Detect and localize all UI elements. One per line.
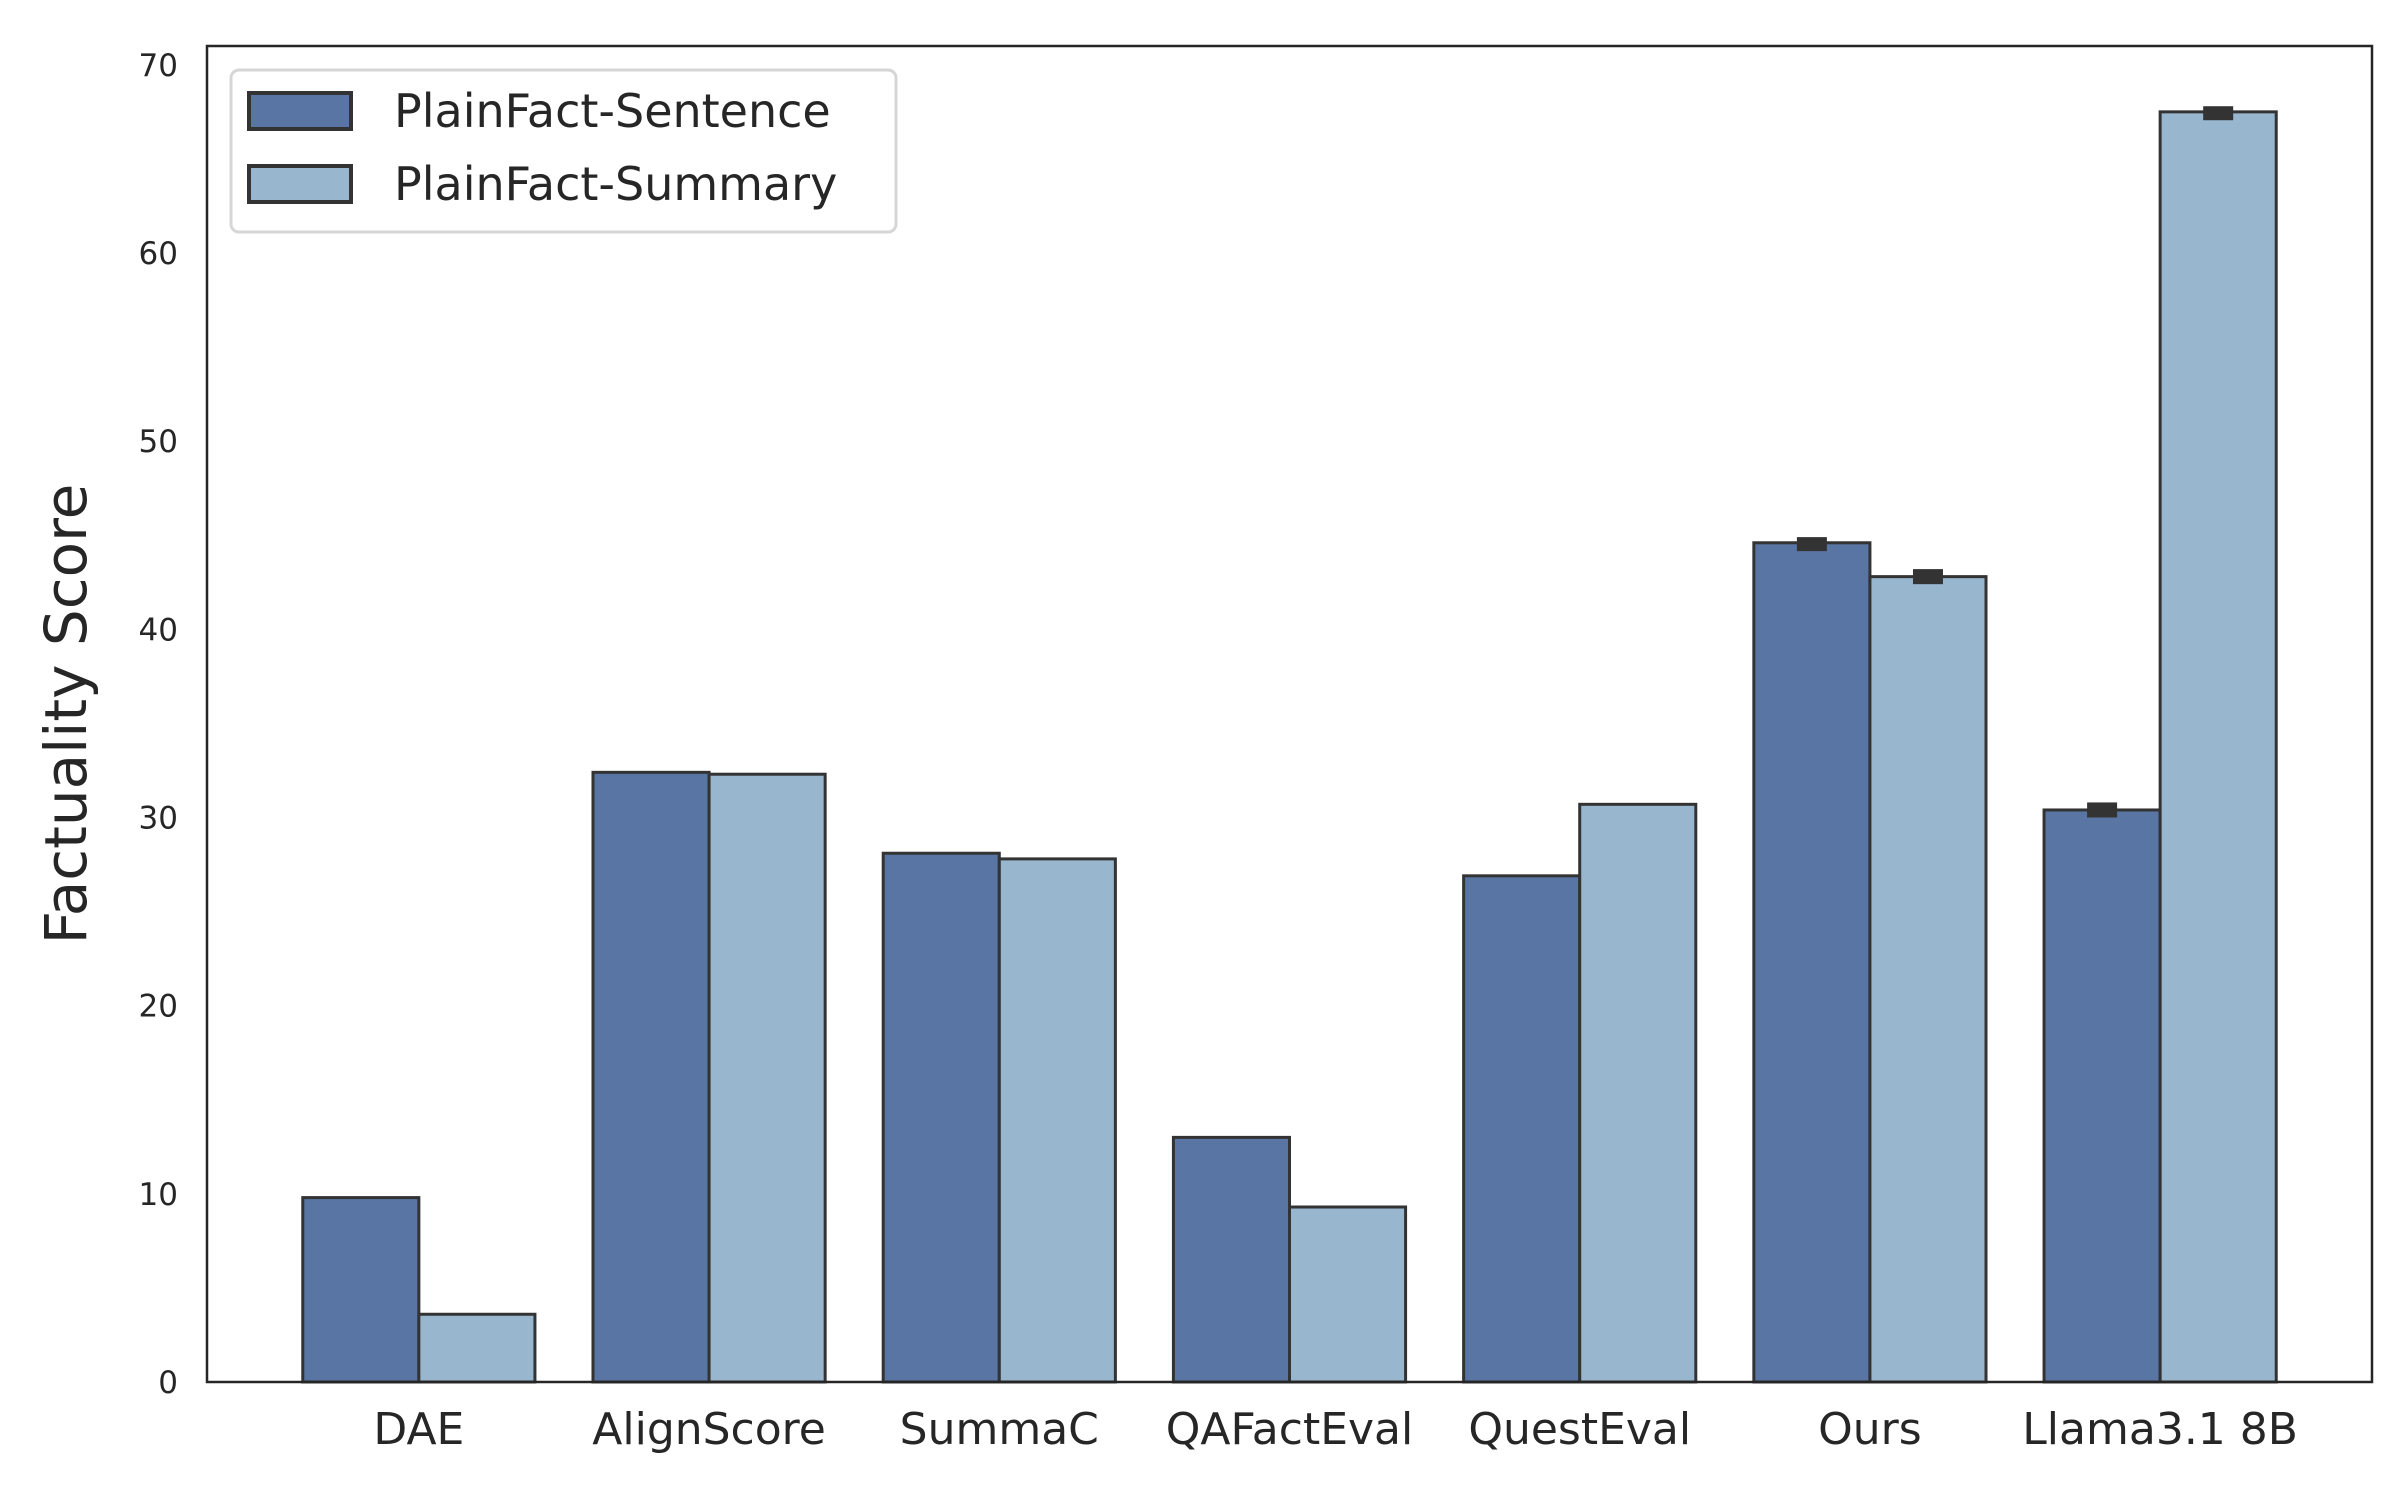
bar-ours-summary [1868,575,1988,1384]
bar-ours-sentence [1752,541,1872,1384]
y-tick-label: 10 [139,1177,178,1213]
y-tick-labels: 0 10 20 30 40 50 60 70 [139,48,178,1401]
x-tick-label: QuestEval [1468,1404,1691,1455]
error-bar [1912,569,1943,585]
y-tick-label: 20 [139,989,178,1025]
error-bar [2087,802,2118,818]
bar-llama3-1-8b-sentence [2042,808,2162,1384]
bar-questeval-sentence [1462,874,1582,1384]
legend-frame [229,68,898,234]
x-tick-labels: DAE AlignScore SummaC QAFactEval QuestEval Ou… [373,1404,2298,1455]
plot-frame [205,44,2374,1384]
error-bar [2203,106,2234,121]
y-tick-label: 40 [139,612,178,648]
bar-qafacteval-summary [1288,1205,1408,1384]
x-tick-label: AlignScore [592,1404,826,1455]
y-tick-label: 70 [139,48,178,84]
x-tick-label: DAE [373,1404,464,1455]
bar-dae-summary [417,1312,537,1384]
y-axis-label: Factuality Score [32,484,100,945]
y-tick-label: 50 [139,424,178,460]
bar-summac-sentence [881,851,1001,1384]
legend-label-summary: PlainFact-Summary [394,157,837,211]
y-tick-label: 60 [139,236,178,272]
bar-alignscore-summary [707,772,827,1384]
y-tick-label: 30 [139,800,178,836]
legend-label-sentence: PlainFact-Sentence [394,84,831,138]
error-bar [1796,537,1827,552]
bar-alignscore-sentence [591,770,711,1384]
bar-dae-sentence [301,1196,421,1384]
bars-layer [301,106,2278,1384]
legend-swatch-sentence [247,91,353,131]
bar-summac-summary [997,857,1117,1384]
y-tick-label: 0 [158,1365,178,1401]
bar-llama3-1-8b-summary [2158,110,2278,1384]
x-tick-label: QAFactEval [1166,1404,1413,1455]
legend-swatch-summary [247,164,353,204]
legend: PlainFact-Sentence PlainFact-Summary [229,68,898,234]
bar-questeval-summary [1578,802,1698,1384]
x-tick-label: SummaC [900,1404,1099,1455]
x-tick-label: Llama3.1 8B [2022,1404,2298,1455]
bar-qafacteval-sentence [1171,1135,1291,1384]
x-tick-label: Ours [1818,1404,1922,1455]
